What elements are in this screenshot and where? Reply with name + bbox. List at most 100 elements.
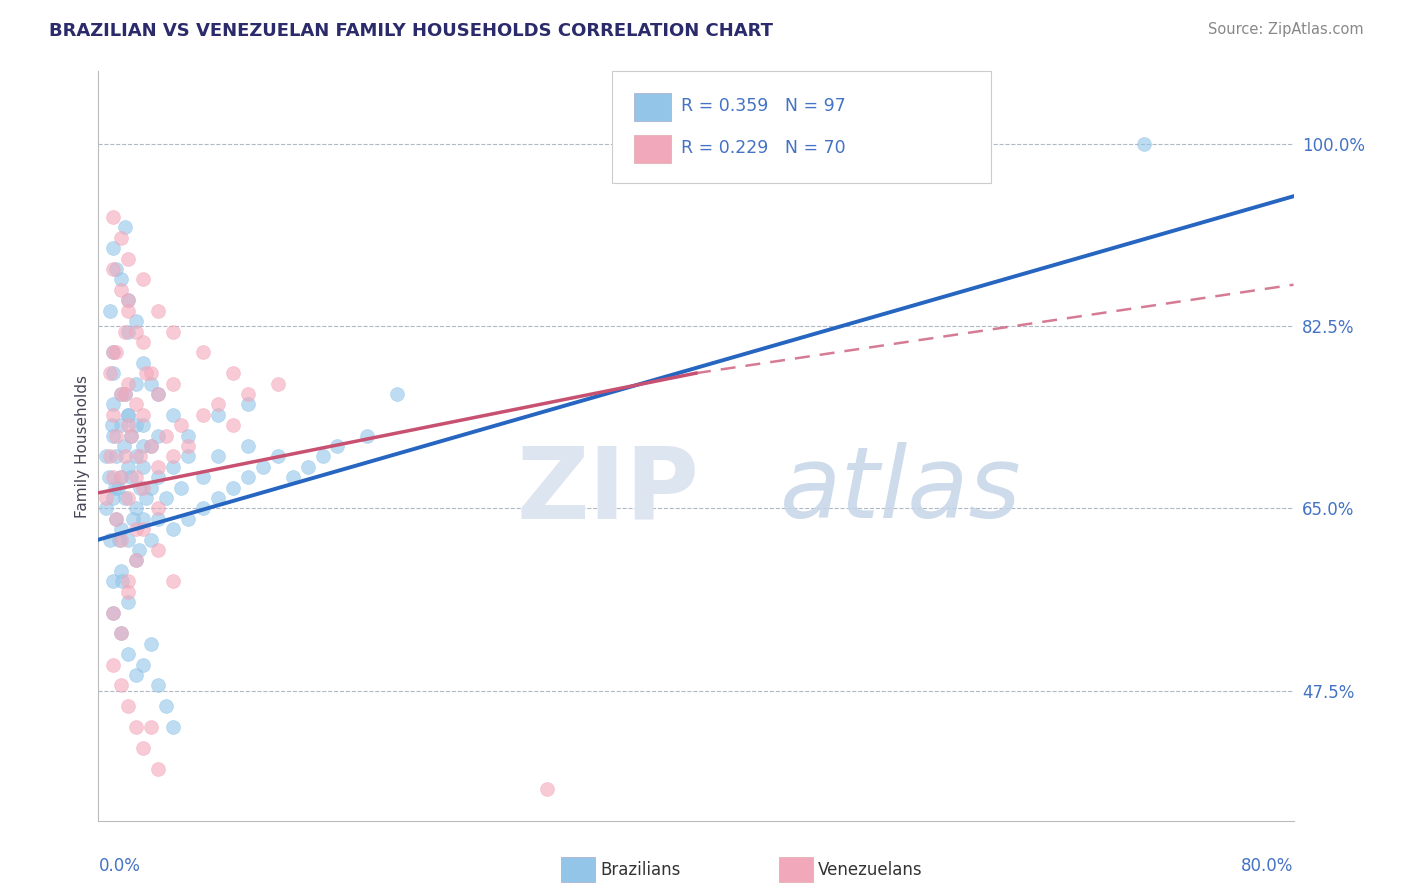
Point — [110, 626, 132, 640]
Point — [117, 303, 139, 318]
Point — [132, 418, 155, 433]
Point — [191, 470, 214, 484]
Point — [117, 408, 139, 422]
Point — [125, 314, 148, 328]
Point — [110, 533, 132, 547]
Point — [125, 325, 148, 339]
Text: Brazilians: Brazilians — [600, 861, 681, 879]
Point — [135, 366, 157, 380]
Point — [98, 533, 122, 547]
Point — [107, 481, 129, 495]
Point — [110, 470, 132, 484]
Point — [536, 782, 558, 797]
Point — [98, 303, 122, 318]
Point — [169, 418, 191, 433]
Point — [385, 387, 409, 401]
Point — [177, 512, 200, 526]
Point — [281, 470, 304, 484]
Point — [177, 428, 200, 442]
Point — [98, 450, 122, 464]
Point — [103, 366, 125, 380]
Point — [94, 450, 117, 464]
Point — [132, 522, 155, 536]
Point — [117, 595, 139, 609]
Point — [105, 428, 128, 442]
Point — [103, 397, 125, 411]
Point — [162, 376, 184, 391]
Point — [103, 606, 125, 620]
Point — [125, 418, 148, 433]
Point — [148, 459, 170, 474]
Point — [139, 366, 162, 380]
Point — [148, 678, 170, 692]
Point — [162, 574, 184, 589]
Point — [297, 459, 319, 474]
Point — [125, 720, 148, 734]
Text: atlas: atlas — [779, 442, 1021, 540]
Point — [94, 501, 117, 516]
Point — [105, 262, 128, 277]
Point — [101, 418, 124, 433]
Text: R = 0.229   N = 70: R = 0.229 N = 70 — [681, 139, 845, 157]
Point — [108, 533, 131, 547]
Point — [148, 387, 170, 401]
Point — [155, 428, 177, 442]
Point — [236, 470, 259, 484]
Point — [267, 450, 290, 464]
Point — [139, 481, 162, 495]
Point — [105, 345, 128, 359]
Point — [222, 481, 245, 495]
Point — [129, 450, 152, 464]
Point — [110, 564, 132, 578]
Point — [267, 376, 290, 391]
Point — [104, 481, 127, 495]
Point — [125, 450, 148, 464]
Point — [112, 439, 135, 453]
Point — [191, 501, 214, 516]
Point — [103, 491, 125, 505]
Point — [162, 522, 184, 536]
Point — [222, 366, 245, 380]
Point — [125, 668, 148, 682]
Point — [236, 397, 259, 411]
Point — [111, 574, 134, 589]
Point — [356, 428, 378, 442]
Point — [103, 428, 125, 442]
Point — [110, 470, 132, 484]
Point — [162, 459, 184, 474]
Point — [132, 481, 155, 495]
Point — [139, 376, 162, 391]
Point — [103, 470, 125, 484]
Point — [117, 533, 139, 547]
Point — [139, 439, 162, 453]
Point — [148, 543, 170, 558]
Point — [148, 428, 170, 442]
Point — [103, 345, 125, 359]
Point — [155, 491, 177, 505]
Point — [125, 553, 148, 567]
Point — [148, 762, 170, 776]
Point — [114, 387, 136, 401]
Point — [162, 720, 184, 734]
Point — [148, 512, 170, 526]
Point — [117, 408, 139, 422]
Y-axis label: Family Households: Family Households — [75, 375, 90, 517]
Point — [114, 220, 136, 235]
Point — [114, 387, 136, 401]
Point — [117, 647, 139, 661]
Point — [236, 439, 259, 453]
Point — [103, 262, 125, 277]
Point — [125, 397, 148, 411]
Point — [110, 387, 132, 401]
Point — [117, 699, 139, 714]
Point — [139, 720, 162, 734]
Point — [148, 303, 170, 318]
Point — [132, 334, 155, 349]
Point — [125, 553, 148, 567]
Point — [114, 450, 136, 464]
Point — [110, 387, 132, 401]
Point — [98, 366, 122, 380]
Point — [125, 501, 148, 516]
Text: 80.0%: 80.0% — [1241, 857, 1294, 875]
Text: Source: ZipAtlas.com: Source: ZipAtlas.com — [1208, 22, 1364, 37]
